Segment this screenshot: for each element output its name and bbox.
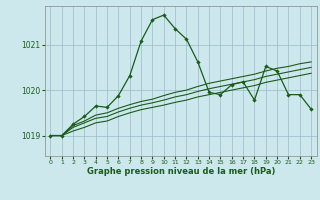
X-axis label: Graphe pression niveau de la mer (hPa): Graphe pression niveau de la mer (hPa) [87, 167, 275, 176]
